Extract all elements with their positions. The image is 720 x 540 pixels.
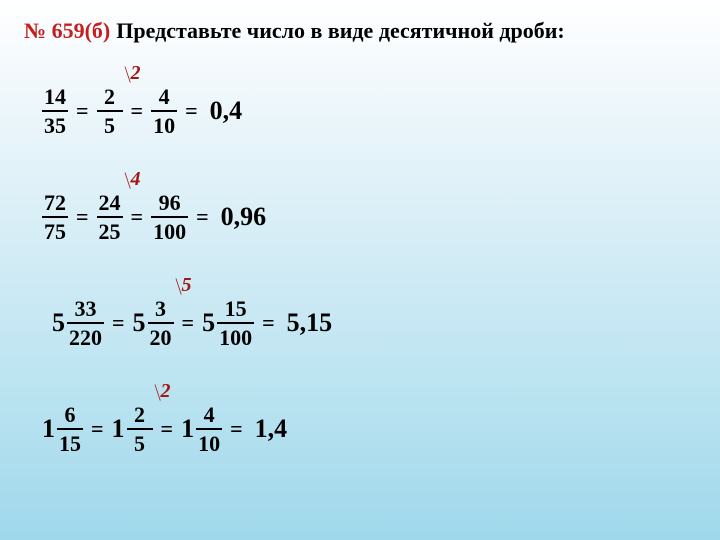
equation-line: 533220=5320\5=515100=5,15 [42, 286, 696, 360]
numerator: 4 [157, 85, 172, 108]
problem-number: № 659(б) [24, 18, 110, 44]
denominator: 10 [196, 432, 222, 455]
annotation-number: 4 [131, 169, 141, 190]
whole-part: 5 [202, 308, 215, 338]
mixed-number: 515100 [202, 297, 254, 349]
fraction: 2425\4 [97, 191, 123, 243]
equals-sign: = [161, 416, 174, 442]
equals-sign: = [185, 98, 198, 124]
fraction-bar [127, 428, 153, 430]
denominator: 75 [42, 220, 68, 243]
mixed-number: 1410 [181, 403, 222, 455]
fraction: 96100 [151, 191, 188, 243]
annotation-number: 2 [131, 63, 141, 84]
fraction-bar [217, 322, 254, 324]
annotation-number: 5 [182, 275, 192, 296]
mixed-number: 533220 [52, 297, 104, 349]
whole-part: 5 [52, 308, 65, 338]
denominator: 20 [148, 326, 174, 349]
fraction: 15100 [217, 297, 254, 349]
equals-sign: = [131, 98, 144, 124]
numerator: 4 [202, 403, 217, 426]
result-value: 0,96 [221, 202, 267, 232]
fraction-bar [97, 216, 123, 218]
denominator: 35 [42, 114, 68, 137]
multiplier-annotation: \5 [175, 275, 191, 300]
denominator: 5 [102, 114, 117, 137]
numerator: 2 [102, 85, 117, 108]
fraction-bar [42, 216, 68, 218]
mixed-number: 1615 [42, 403, 83, 455]
equation-line: 1435=25\2=410=0,4 [42, 74, 696, 148]
numerator: 72 [42, 191, 68, 214]
whole-part: 1 [112, 414, 125, 444]
denominator: 15 [57, 432, 83, 455]
mixed-number: 5320\5 [133, 297, 174, 349]
equals-sign: = [91, 416, 104, 442]
denominator: 25 [97, 220, 123, 243]
equals-sign: = [76, 98, 89, 124]
fraction: 33220 [67, 297, 104, 349]
fraction-bar [148, 322, 174, 324]
fraction-bar [196, 428, 222, 430]
fraction-bar [67, 322, 104, 324]
equals-sign: = [112, 310, 125, 336]
fraction: 320\5 [148, 297, 174, 349]
numerator: 24 [97, 191, 123, 214]
fraction: 615 [57, 403, 83, 455]
numerator: 15 [223, 297, 249, 320]
equation-line: 1615=125\2=1410=1,4 [42, 392, 696, 466]
header: № 659(б) Представьте число в виде десяти… [24, 18, 696, 44]
numerator: 2 [132, 403, 147, 426]
denominator: 100 [151, 220, 188, 243]
equals-sign: = [182, 310, 195, 336]
equals-sign: = [196, 204, 209, 230]
fraction: 1435 [42, 85, 68, 137]
fraction-bar [97, 110, 123, 112]
result-value: 0,4 [210, 96, 243, 126]
numerator: 6 [63, 403, 78, 426]
multiplier-annotation: \2 [124, 63, 140, 88]
whole-part: 1 [42, 414, 55, 444]
denominator: 220 [67, 326, 104, 349]
equals-sign: = [230, 416, 243, 442]
denominator: 5 [132, 432, 147, 455]
fraction-bar [57, 428, 83, 430]
numerator: 96 [157, 191, 183, 214]
fraction-bar [151, 110, 177, 112]
fraction: 25\2 [97, 85, 123, 137]
mixed-number: 125\2 [112, 403, 153, 455]
fraction-bar [42, 110, 68, 112]
denominator: 10 [151, 114, 177, 137]
multiplier-annotation: \2 [154, 381, 170, 406]
denominator: 100 [217, 326, 254, 349]
equals-sign: = [131, 204, 144, 230]
fraction: 410 [196, 403, 222, 455]
fraction-bar [151, 216, 188, 218]
equation-lines: 1435=25\2=410=0,47275=2425\4=96100=0,965… [24, 74, 696, 466]
fraction: 25\2 [127, 403, 153, 455]
problem-title: Представьте число в виде десятичной дроб… [116, 18, 565, 44]
result-value: 1,4 [255, 414, 288, 444]
multiplier-annotation: \4 [124, 169, 140, 194]
equals-sign: = [262, 310, 275, 336]
equation-line: 7275=2425\4=96100=0,96 [42, 180, 696, 254]
fraction: 410 [151, 85, 177, 137]
fraction: 7275 [42, 191, 68, 243]
whole-part: 5 [133, 308, 146, 338]
annotation-number: 2 [161, 381, 171, 402]
numerator: 33 [73, 297, 99, 320]
result-value: 5,15 [287, 308, 333, 338]
numerator: 3 [153, 297, 168, 320]
equals-sign: = [76, 204, 89, 230]
numerator: 14 [42, 85, 68, 108]
whole-part: 1 [181, 414, 194, 444]
